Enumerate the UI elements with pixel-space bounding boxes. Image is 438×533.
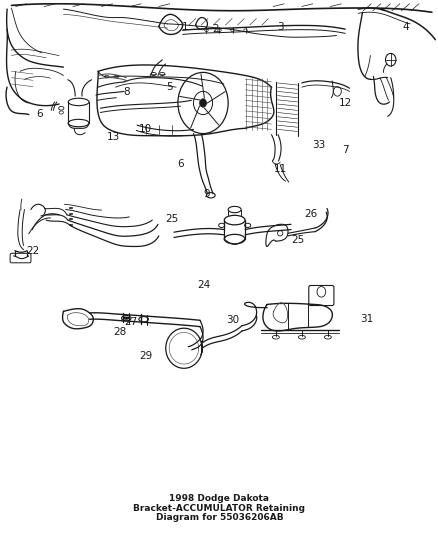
- Text: 8: 8: [123, 87, 129, 98]
- Text: Diagram for 55036206AB: Diagram for 55036206AB: [155, 513, 283, 522]
- Text: 27: 27: [124, 317, 137, 327]
- Text: 1: 1: [181, 21, 188, 31]
- Text: 28: 28: [113, 327, 126, 337]
- Circle shape: [199, 99, 206, 107]
- Text: 31: 31: [360, 314, 373, 324]
- Text: 26: 26: [303, 209, 316, 219]
- Text: 6: 6: [177, 159, 184, 168]
- Text: 1998 Dodge Dakota: 1998 Dodge Dakota: [169, 494, 269, 503]
- Text: 5: 5: [166, 82, 173, 92]
- Text: 7: 7: [341, 146, 348, 156]
- Text: 24: 24: [197, 280, 211, 290]
- Text: 29: 29: [139, 351, 152, 361]
- Text: 12: 12: [338, 98, 351, 108]
- Text: 3: 3: [276, 21, 283, 31]
- Text: 22: 22: [26, 246, 40, 256]
- Text: 25: 25: [290, 235, 304, 245]
- Ellipse shape: [123, 317, 129, 320]
- Text: 6: 6: [36, 109, 43, 118]
- Text: 33: 33: [312, 140, 325, 150]
- Text: Bracket-ACCUMULATOR Retaining: Bracket-ACCUMULATOR Retaining: [133, 504, 305, 513]
- Text: 9: 9: [203, 189, 209, 199]
- Text: 11: 11: [273, 164, 286, 174]
- Text: 30: 30: [226, 316, 239, 325]
- Text: 25: 25: [165, 214, 178, 224]
- Text: 10: 10: [139, 124, 152, 134]
- Text: 13: 13: [106, 132, 120, 142]
- Text: 2: 2: [212, 24, 218, 34]
- Text: 4: 4: [402, 21, 408, 31]
